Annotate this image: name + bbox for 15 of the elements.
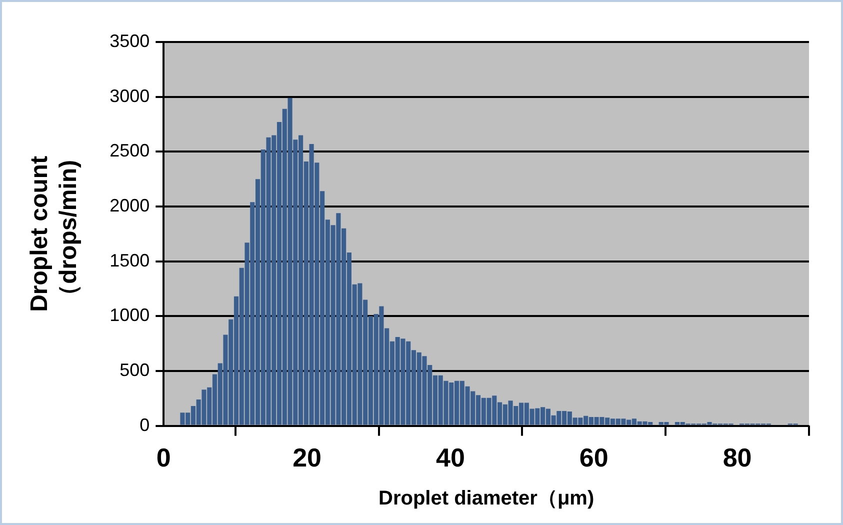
y-tick-label: 3000 [110,86,150,106]
y-tick-label: 1000 [110,305,150,326]
x-tick-label: 60 [579,442,608,473]
y-tick-label: 2500 [110,140,150,161]
y-tick-label: 0 [140,414,150,435]
x-tick-label: 40 [436,442,465,473]
y-tick-label: 2000 [110,195,150,216]
y-axis-title: Droplet count （drops/min) [26,156,82,312]
y-tick-label: 1500 [110,250,150,270]
x-tick-label: 80 [722,442,752,473]
x-axis-title: Droplet diameter（μm) [378,488,594,510]
y-tick-label: 3500 [110,30,150,51]
x-tick-label: 0 [156,442,171,473]
x-tick-label: 20 [292,442,322,473]
y-tick-label: 500 [120,360,150,380]
